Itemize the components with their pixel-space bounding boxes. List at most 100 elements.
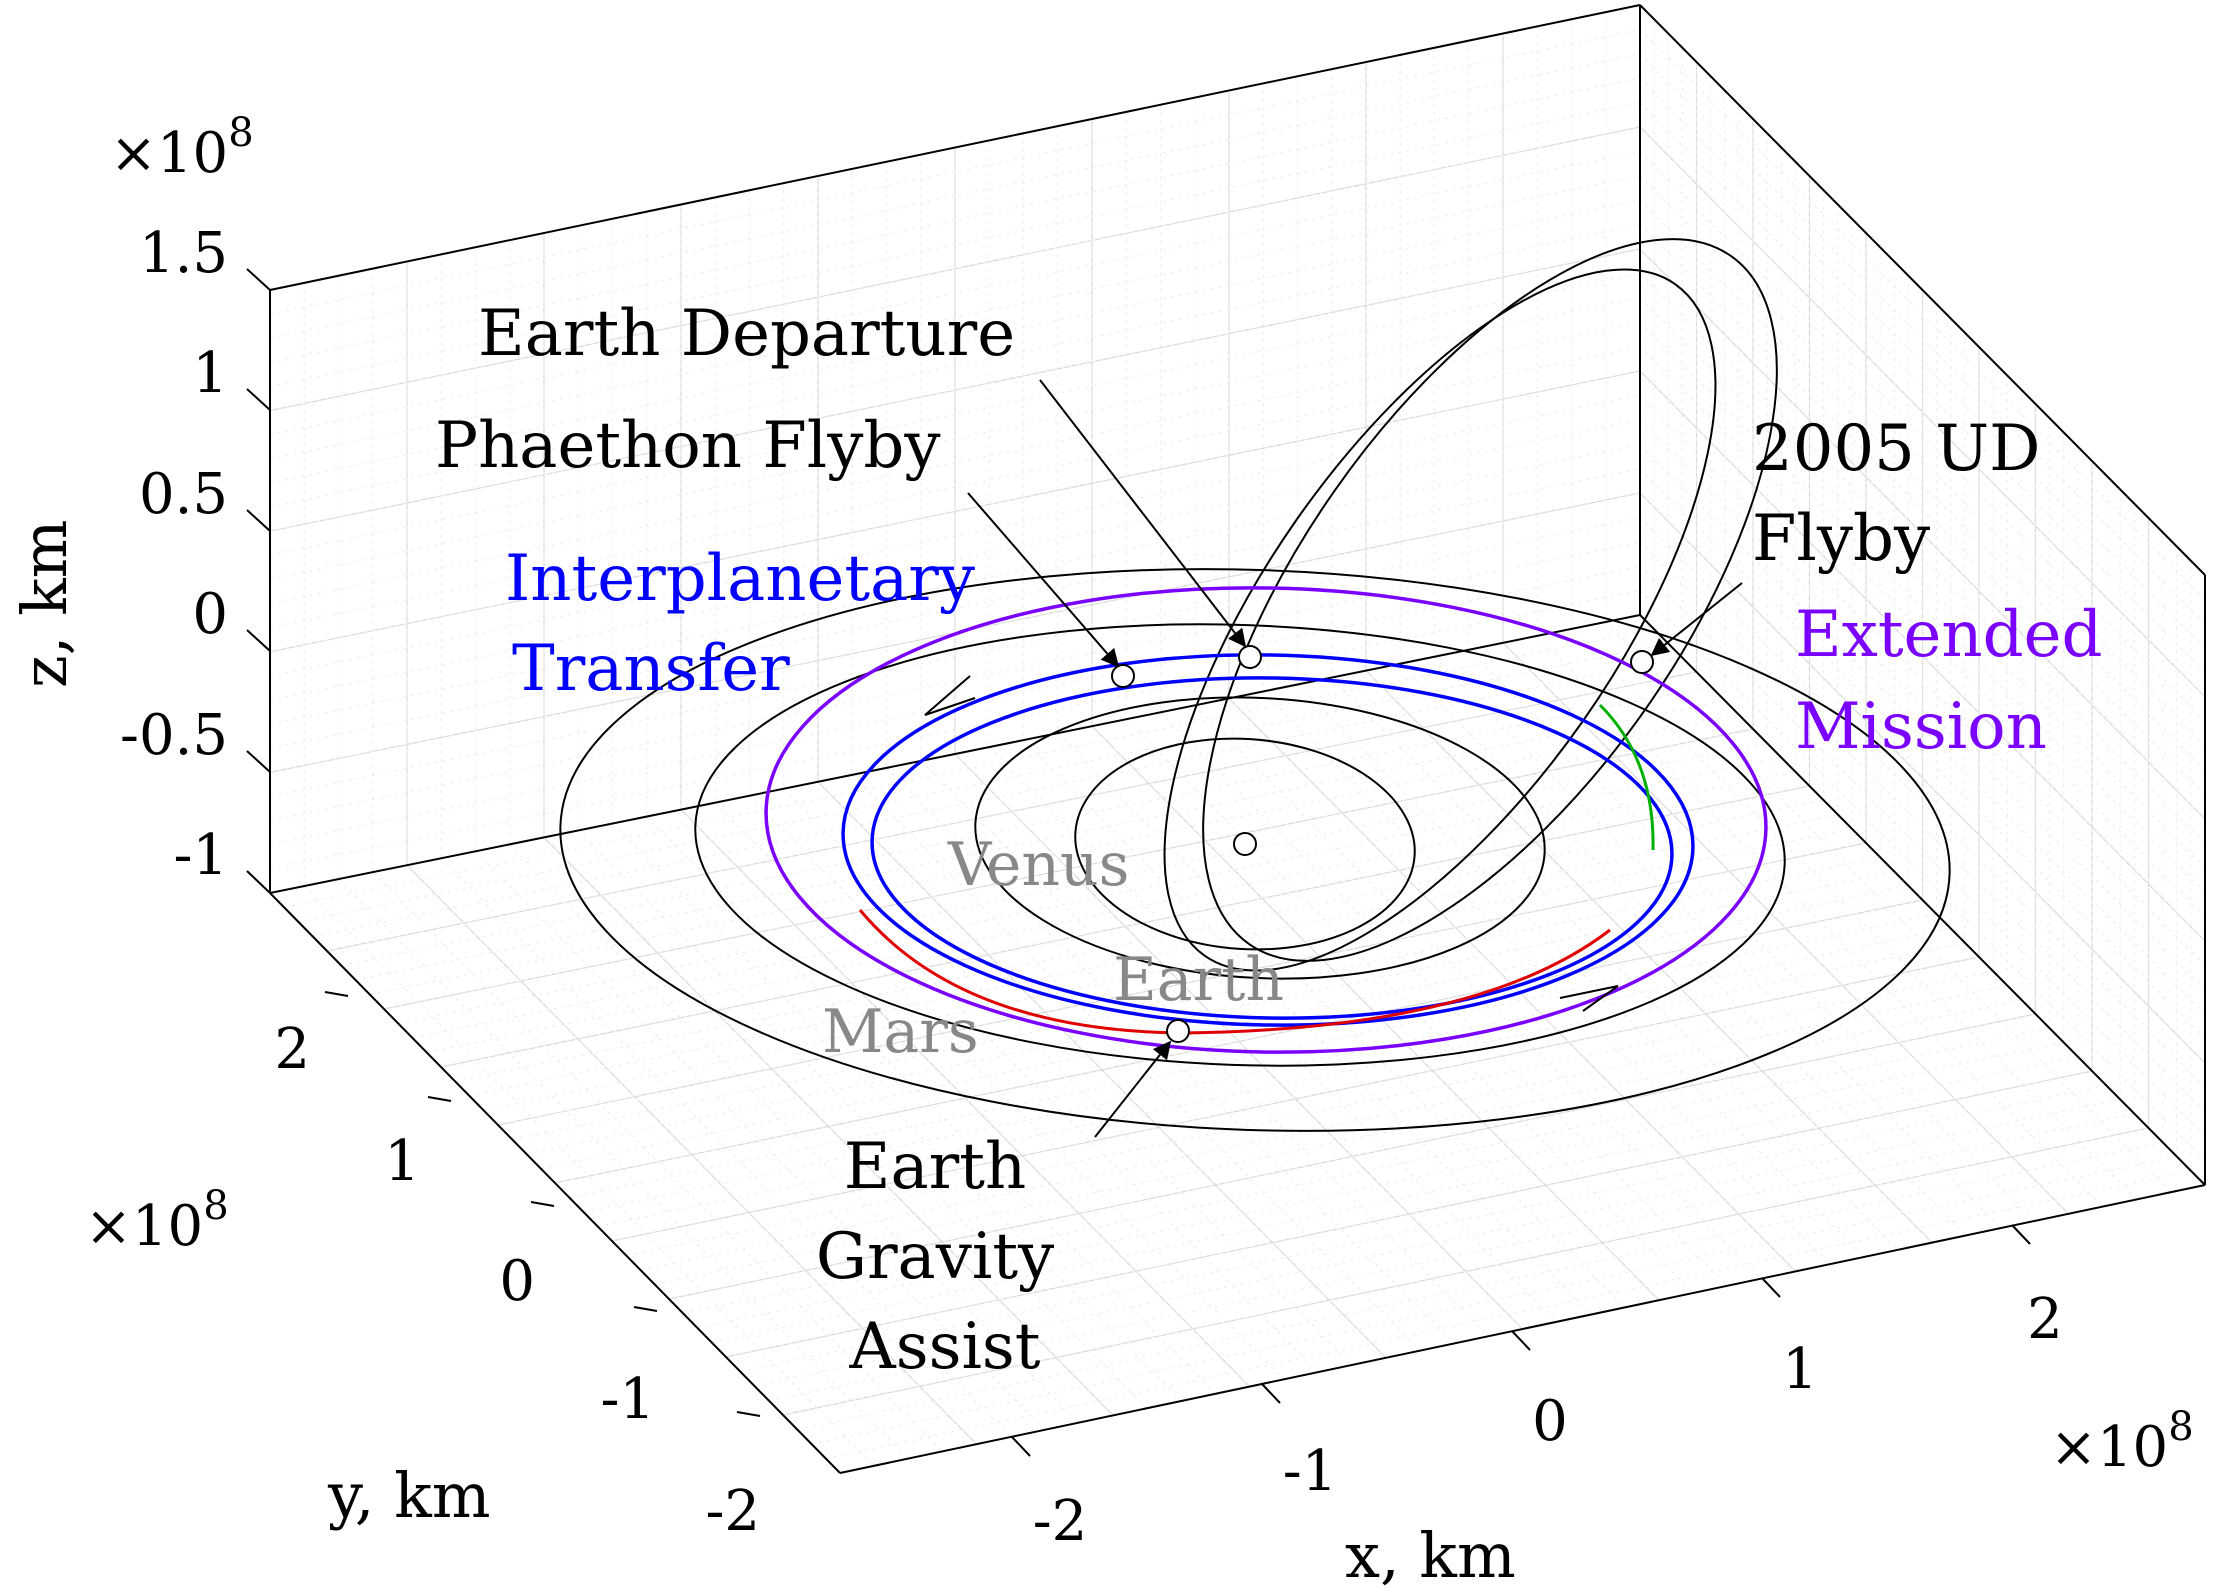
x-axis-label: x, km: [1345, 1519, 1516, 1592]
minor-grid-line-floor: [412, 757, 1782, 1039]
z-tick-mark: [246, 509, 271, 532]
minor-grid-line-right-wall: [1639, 565, 2206, 1137]
y-tick-mark: [736, 1411, 761, 1417]
minor-grid-line-floor: [626, 970, 1994, 1256]
label-interplanetary-transfer-line1: Interplanetary: [505, 542, 975, 616]
minor-grid-line-back-wall: [269, 53, 1641, 339]
minor-grid-line-right-wall: [1639, 297, 2206, 869]
x-exponent-base: ×10: [2050, 1415, 2168, 1480]
z-tick-mark: [246, 629, 271, 652]
ega-arrow: [1094, 1040, 1172, 1138]
segment-green: [1598, 703, 1655, 851]
marker-sun: [1233, 832, 1257, 856]
minor-grid-line-back-wall: [269, 492, 1641, 773]
y-tick-label: -1: [600, 1367, 655, 1432]
z-tick-label: 0.5: [139, 462, 228, 527]
y-tick-marks: [324, 991, 761, 1417]
minor-grid-line-floor: [1023, 739, 1592, 1315]
minor-grid-line-right-wall: [1639, 102, 2206, 673]
y-exponent-label: ×108: [85, 1183, 229, 1259]
box-edge: [269, 4, 1641, 291]
svg-text:×108: ×108: [110, 110, 254, 186]
orbit-earth-outer: [694, 623, 1786, 1067]
minor-grid-line-right-wall: [1639, 199, 2206, 771]
minor-grid-line-right-wall: [1639, 468, 2206, 1039]
label-venus: Venus: [947, 830, 1129, 900]
y-tick-mark: [427, 1096, 452, 1102]
minor-grid-line-floor: [312, 657, 1683, 937]
x-exponent-label: ×108: [2050, 1404, 2194, 1480]
x-exponent-power: 8: [2168, 1404, 2193, 1450]
minor-grid-line-floor: [569, 913, 1937, 1198]
minor-grid-line-floor: [611, 956, 1980, 1242]
svg-text:×108: ×108: [85, 1183, 229, 1259]
label-ega-line2: Gravity: [816, 1220, 1054, 1294]
minor-grid-line-right-wall: [1639, 492, 2206, 1064]
z-exponent-power: 8: [228, 110, 253, 156]
minor-grid-line-right-wall: [1639, 77, 2206, 649]
minor-grid-line-back-wall: [269, 224, 1641, 508]
minor-grid-line-floor: [749, 795, 1319, 1373]
minor-grid-line-right-wall: [1639, 224, 2206, 795]
minor-grid-line-floor: [640, 985, 2008, 1271]
minor-grid-line-back-wall: [269, 150, 1641, 436]
minor-grid-line-back-wall: [269, 102, 1641, 387]
minor-grid-line-floor: [851, 774, 1421, 1351]
minor-grid-line-floor: [668, 1013, 2036, 1300]
minor-grid-line-floor: [540, 885, 1909, 1169]
orbit-venus: [1074, 737, 1416, 951]
marker-phaethon-flyby: [1111, 664, 1135, 688]
x-tick-mark: [1261, 1383, 1281, 1404]
minor-grid-line-floor: [817, 781, 1387, 1359]
z-axis-label: z, km: [8, 520, 81, 688]
label-extended-mission-line1: Extended: [1795, 598, 2102, 672]
x-tick-label: 2: [2027, 1287, 2063, 1352]
minor-grid-line-right-wall: [1639, 53, 2206, 625]
minor-grid-line-right-wall: [1639, 151, 2206, 722]
marker-earth-departure: [1238, 645, 1262, 669]
label-earth-departure: Earth Departure: [478, 297, 1015, 371]
minor-grid-line-right-wall: [1639, 175, 2206, 747]
z-tick-labels: 1.5 1 0.5 0 -0.5 -1: [120, 221, 228, 888]
box-edge: [1639, 614, 2206, 1186]
minor-grid-line-right-wall: [1639, 541, 2206, 1113]
minor-grid-line-floor: [383, 728, 1754, 1010]
direction-arrow-upper: [924, 675, 976, 716]
minor-grid-line-right-wall: [1639, 590, 2206, 1161]
orbit-layer: [559, 238, 1951, 1132]
minor-grid-line-right-wall: [1639, 517, 2206, 1088]
minor-grid-line-back-wall: [269, 590, 1641, 870]
minor-grid-line-floor: [455, 799, 1824, 1082]
minor-grid-line-back-wall: [269, 516, 1641, 798]
minor-grid-line-back-wall: [269, 394, 1641, 677]
minor-grid-line-right-wall: [1639, 321, 2206, 893]
marker-earth-gravity-assist: [1166, 1019, 1190, 1043]
direction-arrow-lower: [1559, 985, 1619, 1012]
minor-grid-line-right-wall: [1639, 248, 2206, 820]
minor-grid-line-floor: [768, 1113, 2135, 1401]
z-tick-label: 1.5: [139, 221, 228, 286]
minor-grid-line-back-wall: [269, 28, 1641, 315]
minor-grid-line-floor: [298, 643, 1669, 923]
minor-grid-line-floor: [1262, 691, 1830, 1265]
minor-grid-line-floor: [526, 871, 1895, 1155]
box-edge: [269, 892, 841, 1474]
annotation-arrows: [967, 379, 1743, 1138]
minor-grid-line-floor: [920, 760, 1489, 1337]
x-tick-marks: [1011, 1224, 2031, 1457]
minor-grid-line-back-wall: [269, 321, 1641, 605]
minor-grid-line-right-wall: [1639, 443, 2206, 1015]
minor-grid-line-floor: [469, 814, 1838, 1097]
z-tick-label: 1: [192, 341, 228, 406]
minor-grid-line-floor: [725, 1070, 2093, 1358]
minor-grid-line-back-wall: [269, 419, 1641, 701]
minor-grid-line-floor: [988, 746, 1557, 1323]
minor-grid-line-floor: [783, 788, 1353, 1366]
orbit-phaethon: [1202, 238, 1778, 962]
minor-grid-line-back-wall: [269, 468, 1641, 749]
minor-grid-line-back-wall: [269, 272, 1641, 556]
minor-grid-line-floor: [697, 1042, 2064, 1329]
minor-grid-line-floor: [754, 1099, 2121, 1387]
x-tick-mark: [1011, 1436, 1031, 1457]
svg-text:×108: ×108: [2050, 1404, 2194, 1480]
